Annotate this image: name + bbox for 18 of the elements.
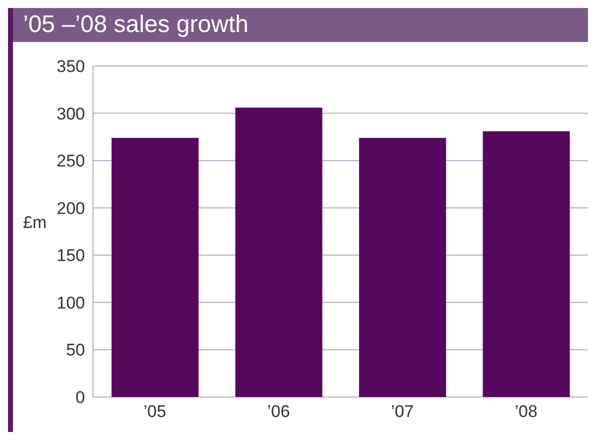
bar (235, 108, 322, 397)
y-tick-label: 0 (76, 388, 85, 408)
y-tick-label: 150 (56, 246, 85, 266)
x-tick-label: ’06 (267, 402, 290, 422)
y-tick-label: 200 (56, 198, 85, 218)
y-axis-title: £m (23, 213, 47, 233)
y-tick-label: 300 (56, 104, 85, 124)
bar (359, 138, 446, 397)
x-tick-label: ’05 (144, 402, 166, 422)
y-tick-label: 100 (56, 293, 85, 312)
y-tick-label: 50 (66, 340, 85, 360)
y-tick-label: 250 (56, 152, 85, 171)
bar (112, 138, 199, 397)
y-tick-label: 350 (56, 57, 85, 76)
x-tick-label: ’07 (391, 402, 414, 422)
chart-title: ’05 –’08 sales growth (13, 8, 588, 42)
x-tick-label: ’08 (514, 402, 538, 422)
bar (482, 131, 570, 397)
